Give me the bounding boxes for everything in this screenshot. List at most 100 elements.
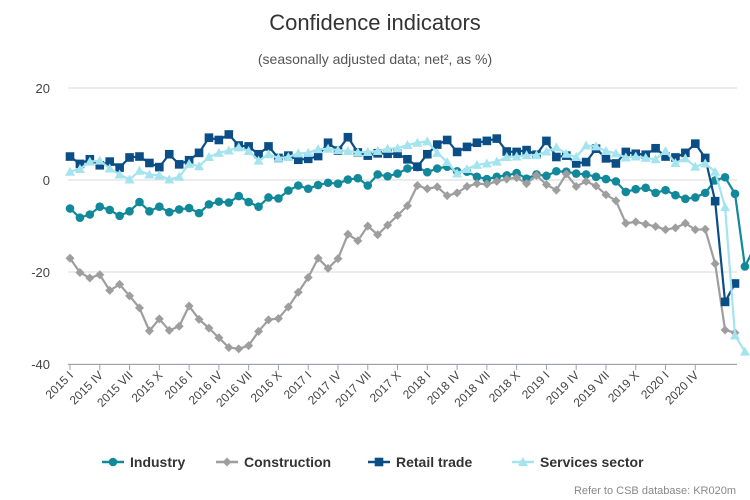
- data-point: [372, 146, 383, 156]
- data-point: [522, 145, 531, 155]
- x-tick-label: 2017 X: [367, 368, 404, 405]
- data-point: [184, 158, 195, 168]
- data-point: [739, 346, 750, 356]
- data-point: [541, 146, 552, 156]
- data-point: [610, 148, 621, 158]
- data-point: [422, 136, 433, 146]
- data-point: [214, 333, 224, 343]
- data-point: [105, 285, 115, 295]
- data-point: [323, 138, 333, 148]
- x-tick-label: 2019 X: [605, 368, 642, 405]
- data-point: [680, 218, 690, 228]
- data-point: [333, 254, 343, 264]
- legend-label: Services sector: [540, 454, 644, 470]
- data-point: [651, 188, 660, 198]
- series-line: [69, 140, 746, 353]
- data-point: [591, 181, 601, 191]
- data-point: [432, 147, 443, 157]
- data-point: [145, 206, 154, 216]
- data-point: [273, 152, 284, 162]
- data-point: [402, 140, 413, 150]
- data-point: [135, 152, 144, 161]
- data-point: [651, 143, 660, 153]
- data-point: [531, 150, 542, 160]
- data-point: [581, 170, 591, 179]
- data-point: [164, 149, 174, 159]
- data-point: [501, 152, 512, 161]
- data-point: [194, 208, 204, 218]
- data-point: [352, 147, 363, 157]
- data-point: [392, 143, 403, 153]
- data-point: [244, 197, 253, 207]
- data-point: [135, 197, 144, 207]
- data-point: [571, 169, 581, 178]
- legend-label: Construction: [244, 454, 331, 470]
- x-tick-label: 2016 X: [248, 368, 285, 405]
- data-point: [561, 148, 572, 158]
- data-point: [671, 190, 680, 200]
- data-point: [323, 178, 333, 188]
- data-point: [402, 201, 412, 211]
- data-point: [164, 325, 174, 335]
- data-point: [452, 188, 462, 198]
- x-tick-label: 2018 X: [486, 368, 523, 405]
- data-point: [681, 148, 690, 158]
- legend-item[interactable]: Industry: [102, 454, 185, 470]
- data-point: [144, 326, 154, 336]
- data-point: [651, 221, 661, 231]
- data-point: [631, 184, 641, 194]
- source-note: Refer to CSB database: KR020m: [574, 485, 736, 497]
- data-point: [600, 146, 611, 156]
- data-point: [323, 143, 334, 153]
- legend-item[interactable]: Construction: [216, 454, 331, 470]
- data-point: [620, 152, 631, 162]
- data-point: [552, 152, 561, 162]
- data-point: [144, 169, 155, 179]
- series-layer: [65, 130, 750, 356]
- data-point: [512, 173, 522, 183]
- data-point: [303, 147, 314, 157]
- legend-item[interactable]: Retail trade: [368, 454, 472, 470]
- data-point: [552, 166, 561, 176]
- data-point: [343, 229, 353, 239]
- data-point: [492, 172, 502, 182]
- data-point: [254, 326, 264, 336]
- data-point: [661, 185, 670, 195]
- data-point: [621, 187, 631, 197]
- y-tick-label: -40: [31, 357, 50, 372]
- data-point: [105, 157, 115, 166]
- data-point: [95, 202, 105, 211]
- grid-layer: [68, 87, 737, 365]
- data-point: [313, 180, 323, 190]
- data-point: [343, 132, 353, 142]
- legend-item[interactable]: Services sector: [512, 454, 644, 470]
- data-point: [353, 173, 363, 183]
- data-point: [224, 130, 234, 139]
- data-point: [125, 291, 135, 301]
- data-point: [492, 134, 502, 143]
- data-point: [432, 140, 442, 149]
- data-point: [362, 146, 373, 156]
- data-point: [403, 155, 412, 164]
- data-point: [452, 168, 463, 178]
- data-point: [393, 149, 402, 159]
- data-point: [393, 210, 403, 220]
- data-point: [581, 157, 591, 167]
- data-point: [442, 135, 452, 145]
- chart-subtitle: (seasonally adjusted data; net², as %): [258, 51, 492, 67]
- data-point: [571, 152, 582, 161]
- data-point: [154, 170, 165, 180]
- data-point: [423, 167, 432, 177]
- y-tick-label: 0: [43, 173, 50, 188]
- data-point: [690, 193, 700, 202]
- data-point: [641, 183, 650, 193]
- data-point: [482, 174, 492, 184]
- data-point: [690, 161, 701, 171]
- data-point: [571, 159, 581, 168]
- data-point: [204, 133, 214, 142]
- data-point: [155, 162, 164, 172]
- data-point: [104, 163, 115, 173]
- data-point: [204, 323, 214, 333]
- data-point: [700, 188, 710, 198]
- data-point: [720, 202, 731, 212]
